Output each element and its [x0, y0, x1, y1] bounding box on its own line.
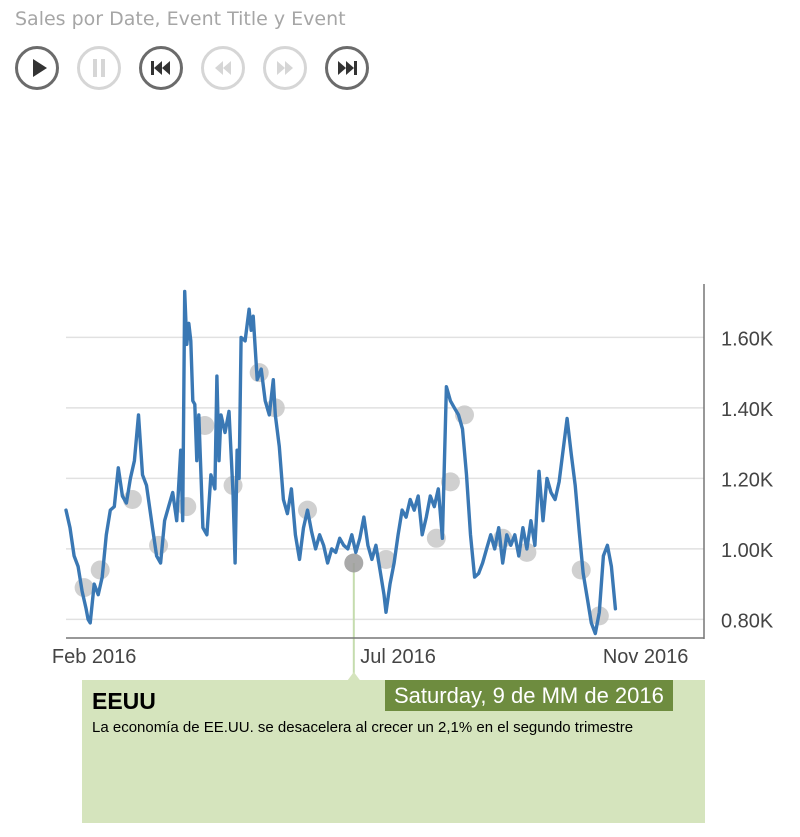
pause-icon	[93, 59, 105, 77]
gridlines	[66, 336, 704, 621]
skip-to-start-button[interactable]	[139, 46, 183, 90]
line-chart: 0.80K 1.00K 1.20K 1.40K 1.60K Feb 2016 Jul 20…	[52, 284, 774, 680]
step-forward-icon	[277, 61, 293, 75]
y-tick-label: 1.60K	[721, 328, 774, 350]
pause-button[interactable]	[77, 46, 121, 90]
x-tick-label: Feb 2016	[52, 646, 137, 668]
step-forward-button[interactable]	[263, 46, 307, 90]
skip-to-end-icon	[338, 61, 357, 75]
y-tick-label: 1.20K	[721, 469, 774, 491]
event-marker[interactable]	[177, 497, 197, 517]
step-back-button[interactable]	[201, 46, 245, 90]
sales-line	[64, 289, 618, 636]
y-tick-label: 0.80K	[721, 610, 774, 632]
event-marker-active[interactable]	[344, 553, 364, 573]
chart-title: Sales por Date, Event Title y Event	[15, 8, 346, 30]
x-tick-label: Nov 2016	[603, 646, 689, 668]
x-axis-labels: Feb 2016 Jul 2016 Nov 2016	[52, 646, 689, 668]
event-date-label: Saturday, 9 de MM de 2016	[385, 680, 673, 711]
skip-to-end-button[interactable]	[325, 46, 369, 90]
skip-to-start-icon	[151, 61, 170, 75]
event-marker[interactable]	[376, 549, 396, 569]
step-back-icon	[215, 61, 231, 75]
x-tick-label: Jul 2016	[360, 646, 436, 668]
event-marker[interactable]	[149, 535, 169, 555]
active-event-pointer	[347, 672, 360, 680]
event-marker[interactable]	[90, 560, 110, 580]
event-marker[interactable]	[517, 542, 537, 562]
y-axis-labels: 0.80K 1.00K 1.20K 1.40K 1.60K	[721, 328, 774, 632]
event-heading: EEUU	[92, 688, 156, 714]
event-description: La economía de EE.UU. se desacelera al c…	[92, 719, 634, 736]
play-icon	[33, 59, 47, 77]
y-tick-label: 1.00K	[721, 540, 774, 562]
play-button[interactable]	[15, 46, 59, 90]
y-tick-label: 1.40K	[721, 399, 774, 421]
event-markers	[74, 363, 609, 626]
